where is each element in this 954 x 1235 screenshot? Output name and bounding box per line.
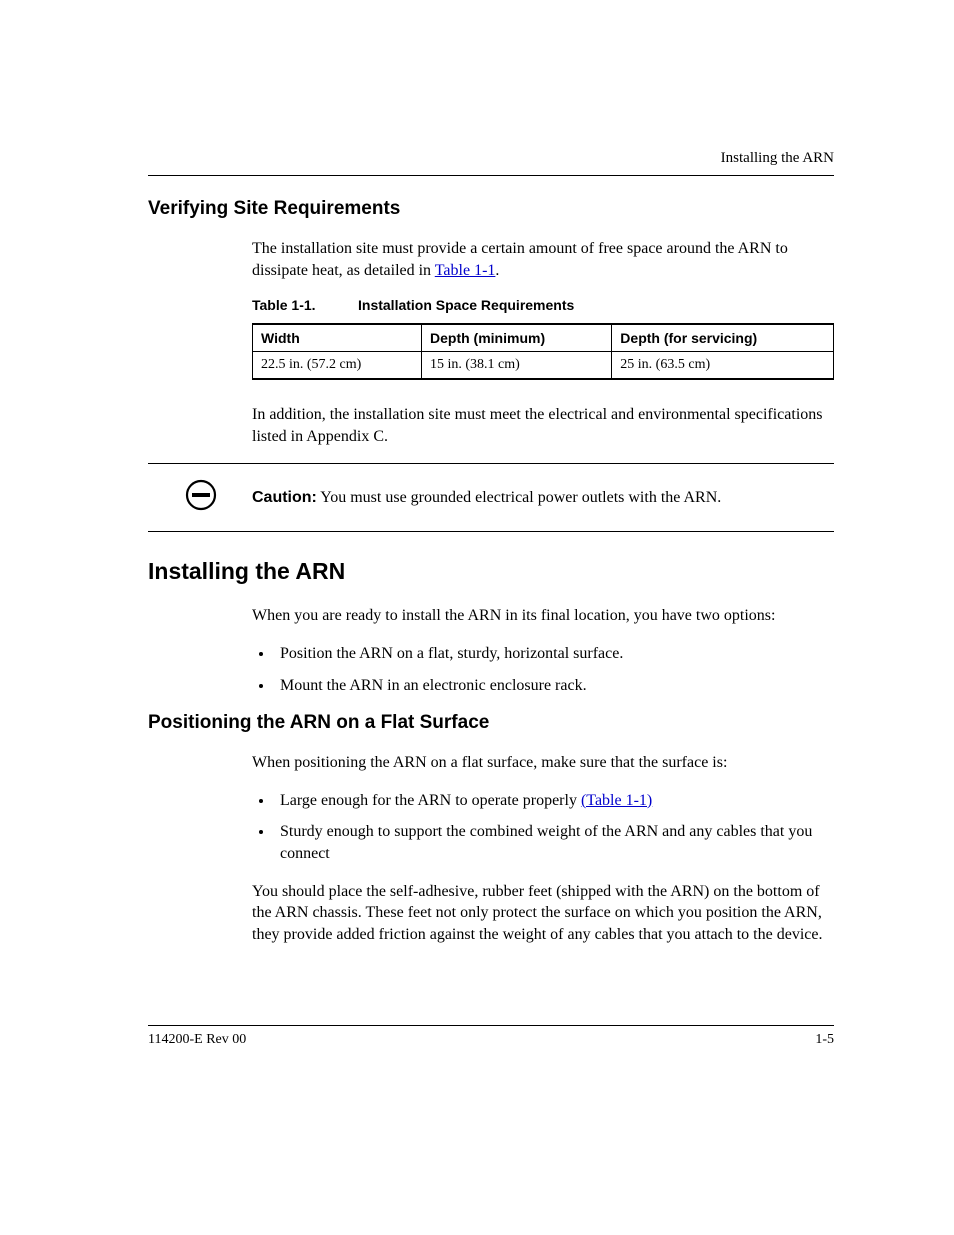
header-rule: [148, 175, 834, 176]
list-item: Position the ARN on a flat, sturdy, hori…: [274, 643, 834, 665]
footer-right: 1-5: [815, 1032, 834, 1048]
space-requirements-table: Width Depth (minimum) Depth (for servici…: [252, 323, 834, 380]
para1-text-a: The installation site must provide a cer…: [252, 240, 788, 279]
bullet1-text: Large enough for the ARN to operate prop…: [280, 792, 581, 809]
section1-body: The installation site must provide a cer…: [252, 238, 834, 447]
footer-row: 114200-E Rev 00 1-5: [148, 1026, 834, 1048]
section-heading-verifying: Verifying Site Requirements: [148, 198, 834, 220]
list-item: Large enough for the ARN to operate prop…: [274, 790, 834, 812]
page: Installing the ARN Verifying Site Requir…: [0, 0, 954, 1118]
table-1-1-link-2[interactable]: (Table 1-1): [581, 792, 652, 809]
caution-label: Caution:: [252, 489, 317, 506]
table-caption: Table 1-1.Installation Space Requirement…: [252, 297, 834, 313]
list-item: Sturdy enough to support the combined we…: [274, 821, 834, 864]
section1-para2: In addition, the installation site must …: [252, 404, 834, 447]
caution-block: Caution: You must use grounded electrica…: [148, 463, 834, 532]
section3-bullets: Large enough for the ARN to operate prop…: [252, 790, 834, 865]
list-item: Mount the ARN in an electronic enclosure…: [274, 675, 834, 697]
col-header-depth-serv: Depth (for servicing): [612, 324, 834, 352]
table-row: 22.5 in. (57.2 cm) 15 in. (38.1 cm) 25 i…: [253, 352, 834, 380]
running-head: Installing the ARN: [148, 150, 834, 167]
section1-para1: The installation site must provide a cer…: [252, 238, 834, 281]
section2-intro: When you are ready to install the ARN in…: [252, 605, 834, 627]
section3-para: You should place the self-adhesive, rubb…: [252, 881, 834, 946]
table-caption-title: Installation Space Requirements: [358, 297, 574, 313]
col-header-width: Width: [253, 324, 422, 352]
caution-rule-bottom: [148, 531, 834, 532]
caution-body: You must use grounded electrical power o…: [317, 489, 721, 506]
cell-depth-serv: 25 in. (63.5 cm): [612, 352, 834, 380]
cell-depth-min: 15 in. (38.1 cm): [422, 352, 612, 380]
section2-bullets: Position the ARN on a flat, sturdy, hori…: [252, 643, 834, 696]
caution-row: Caution: You must use grounded electrica…: [148, 464, 834, 531]
section-heading-positioning: Positioning the ARN on a Flat Surface: [148, 712, 834, 734]
caution-text: Caution: You must use grounded electrica…: [252, 489, 721, 507]
section2-body: When you are ready to install the ARN in…: [252, 605, 834, 696]
table-header-row: Width Depth (minimum) Depth (for servici…: [253, 324, 834, 352]
table-1-1-link[interactable]: Table 1-1: [435, 262, 496, 279]
section3-body: When positioning the ARN on a flat surfa…: [252, 752, 834, 945]
page-footer: 114200-E Rev 00 1-5: [148, 1025, 834, 1048]
caution-icon: [184, 478, 218, 517]
section3-intro: When positioning the ARN on a flat surfa…: [252, 752, 834, 774]
para1-text-b: .: [495, 262, 499, 279]
section-heading-installing: Installing the ARN: [148, 558, 834, 585]
footer-left: 114200-E Rev 00: [148, 1032, 246, 1048]
col-header-depth-min: Depth (minimum): [422, 324, 612, 352]
cell-width: 22.5 in. (57.2 cm): [253, 352, 422, 380]
table-caption-number: Table 1-1.: [252, 297, 358, 313]
